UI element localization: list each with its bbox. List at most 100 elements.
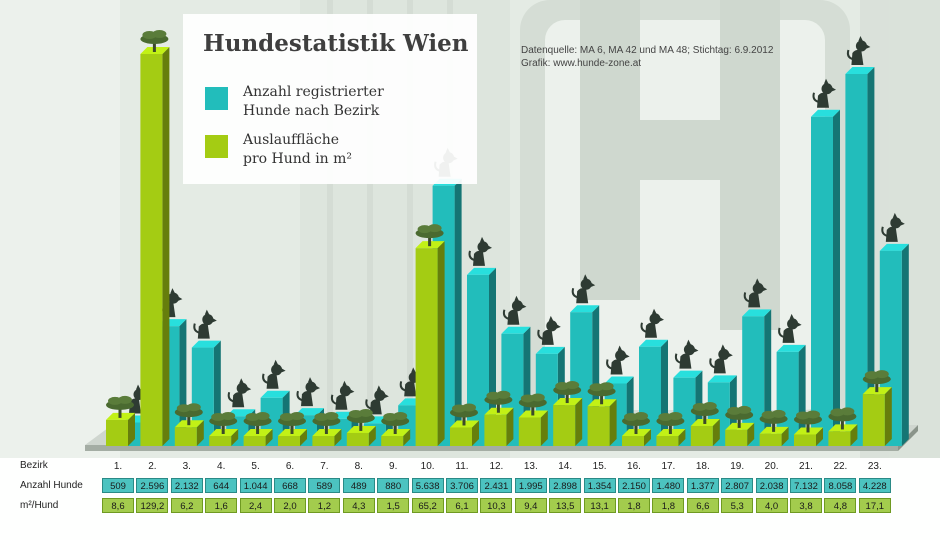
district-bar-group (518, 315, 565, 446)
tree-icon (243, 412, 272, 434)
table-cell-area: 2,0 (274, 498, 306, 513)
table-cell-area: 1,6 (205, 498, 238, 513)
table-header-bezirk: 12. (489, 461, 504, 472)
table-cell-dogs: 4.228 (858, 478, 891, 493)
table-header-bezirk: 5. (251, 461, 260, 472)
source-note: Datenquelle: MA 6, MA 42 und MA 48; Stic… (521, 44, 773, 70)
table-cell-dogs: 1.995 (514, 478, 547, 493)
legend-swatch-dogs (205, 87, 228, 110)
dog-icon (262, 359, 286, 389)
area-per-dog-bar (484, 407, 514, 446)
table-header-bezirk: 19. (730, 461, 745, 472)
table-cell-dogs: 2.596 (136, 478, 169, 493)
table-cell-area: 4,8 (824, 498, 857, 513)
table-cell-area: 2,4 (239, 498, 272, 513)
table-cell-area: 3,8 (790, 498, 822, 513)
table-header-bezirk: 16. (627, 461, 641, 472)
district-bar-group (828, 36, 875, 446)
district-bar-group (415, 147, 462, 446)
table-cell-area: 4,0 (755, 498, 788, 513)
tree-icon (794, 410, 822, 433)
area-per-dog-bar (587, 399, 617, 446)
dog-icon (881, 212, 905, 242)
dog-icon (571, 274, 596, 304)
dog-icon (606, 345, 630, 375)
dog-icon (846, 36, 871, 65)
table-cell-dogs: 1.354 (583, 478, 616, 493)
tree-icon (174, 403, 203, 426)
table-cell-dogs: 589 (308, 478, 341, 493)
table-header-bezirk: 2. (148, 461, 157, 472)
table-cell-area: 6,6 (686, 498, 719, 513)
district-bar-group (484, 295, 531, 446)
table-header-bezirk: 20. (764, 461, 779, 472)
district-bar-group (140, 30, 187, 446)
table-header-bezirk: 3. (182, 461, 191, 472)
tree-icon (690, 401, 719, 424)
tree-icon (415, 224, 444, 247)
legend-area-line2: pro Hund in m² (243, 151, 353, 167)
chart-title: Hundestatistik Wien (203, 30, 469, 57)
dog-icon (778, 313, 802, 343)
table-header-bezirk: 17. (661, 461, 676, 472)
tree-icon (209, 412, 238, 434)
legend-dogs-line1: Anzahl registrierter (243, 84, 384, 100)
table-cell-dogs: 509 (102, 478, 134, 493)
table-header-bezirk: 10. (420, 461, 435, 472)
district-bar-group (690, 344, 737, 446)
table-cell-area: 1,2 (308, 498, 341, 513)
source-line-2: Grafik: www.hunde-zone.at (521, 58, 642, 69)
dog-icon (812, 78, 836, 108)
table-cell-area: 1,5 (377, 498, 410, 513)
dog-icon (296, 377, 320, 407)
table-header-bezirk: 7. (320, 461, 329, 472)
table-cell-dogs: 8.058 (824, 478, 857, 493)
district-bar-group (862, 212, 909, 446)
dog-icon (709, 344, 733, 374)
table-cell-dogs: 668 (274, 478, 306, 493)
dog-icon (193, 309, 217, 339)
table-header-bezirk: 18. (695, 461, 710, 472)
table-cell-area: 4,3 (342, 498, 375, 513)
dog-icon (468, 236, 492, 266)
tree-icon (312, 412, 341, 434)
table-cell-area: 1,8 (652, 498, 685, 513)
district-bar-group (725, 278, 772, 446)
tree-icon (587, 382, 616, 405)
table-cell-dogs: 5.638 (411, 478, 444, 493)
table-cell-dogs: 2.038 (755, 478, 788, 493)
legend-label-dogs: Anzahl registrierter Hunde nach Bezirk (243, 83, 384, 121)
table-cell-area: 13,1 (583, 498, 616, 513)
table-cell-dogs: 2.132 (170, 478, 203, 493)
dog-icon (640, 308, 664, 338)
legend-dogs-line2: Hunde nach Bezirk (243, 103, 380, 119)
area-per-dog-bar (518, 410, 548, 446)
district-bar-group (450, 236, 496, 446)
tree-icon (346, 408, 375, 431)
dog-icon (365, 385, 389, 415)
tree-icon (381, 412, 410, 434)
table-header-bezirk: 21. (799, 461, 813, 472)
area-per-dog-bar (415, 241, 445, 446)
dog-icon (227, 378, 252, 408)
row-label-bezirk: Bezirk (20, 460, 48, 471)
legend-swatch-area (205, 135, 228, 158)
dog-count-bar (845, 67, 875, 446)
table-cell-area: 9,4 (514, 498, 547, 513)
district-bar-group (312, 380, 359, 446)
table-cell-dogs: 880 (377, 478, 410, 493)
table-header-bezirk: 1. (113, 461, 123, 472)
legend-panel: Hundestatistik Wien Anzahl registrierter… (183, 14, 477, 184)
table-header-bezirk: 14. (558, 461, 573, 472)
tree-icon (553, 381, 582, 404)
table-cell-dogs: 644 (205, 478, 238, 493)
district-bar-group (622, 308, 668, 446)
tree-icon (759, 409, 788, 432)
table-cell-area: 1,8 (618, 498, 650, 513)
table-cell-area: 65,2 (411, 498, 444, 513)
data-table: Bezirk Anzahl Hunde m²/Hund 1. 509 8,6 2. 2.… (0, 458, 940, 540)
table-header-bezirk: 11. (455, 461, 469, 472)
table-header-bezirk: 15. (592, 461, 607, 472)
dog-icon (330, 380, 355, 410)
